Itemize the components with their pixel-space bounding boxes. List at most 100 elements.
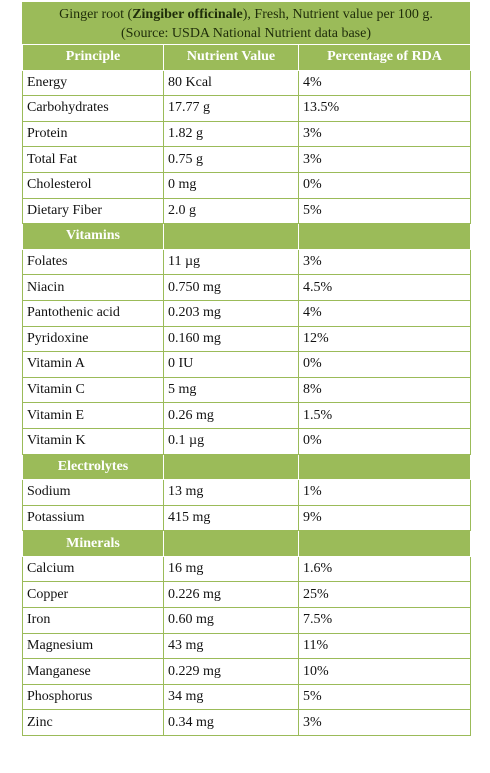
column-header: Nutrient Value <box>163 44 299 71</box>
data-row: Folates 11 µg 3% <box>22 248 471 276</box>
nutrient-name: Potassium <box>22 504 164 532</box>
nutrient-value: 80 Kcal <box>163 69 299 97</box>
nutrient-name: Vitamin C <box>22 376 164 404</box>
nutrient-value: 415 mg <box>163 504 299 532</box>
nutrient-value: 1.82 g <box>163 120 299 148</box>
rda-percent: 1.5% <box>298 402 471 429</box>
nutrient-name: Carbohydrates <box>22 95 164 122</box>
data-row: Vitamin E 0.26 mg 1.5% <box>22 402 471 429</box>
nutrient-name: Pantothenic acid <box>22 299 164 327</box>
rda-percent: 4% <box>298 299 471 327</box>
rda-percent: 25% <box>298 581 471 609</box>
data-row: Pantothenic acid 0.203 mg 4% <box>22 299 471 327</box>
nutrient-value: 34 mg <box>163 683 299 711</box>
data-row: Energy 80 Kcal 4% <box>22 69 471 97</box>
nutrient-value: 43 mg <box>163 632 299 660</box>
data-row: Pyridoxine 0.160 mg 12% <box>22 325 471 353</box>
rda-percent: 3% <box>298 146 471 173</box>
nutrient-value: 11 µg <box>163 248 299 276</box>
rda-percent: 12% <box>298 325 471 353</box>
data-row: Manganese 0.229 mg 10% <box>22 658 471 685</box>
nutrient-name: Magnesium <box>22 632 164 660</box>
rda-percent: 3% <box>298 709 471 737</box>
data-row: Zinc 0.34 mg 3% <box>22 709 471 737</box>
nutrient-name: Phosphorus <box>22 683 164 711</box>
column-header: Principle <box>22 44 164 71</box>
rda-percent: 9% <box>298 504 471 532</box>
nutrient-value: 0.226 mg <box>163 581 299 609</box>
data-row: Sodium 13 mg 1% <box>22 479 471 506</box>
header-row: Principle Nutrient Value Percentage of RDA <box>22 44 471 71</box>
data-row: Cholesterol 0 mg 0% <box>22 171 471 199</box>
rda-percent: 4.5% <box>298 274 471 301</box>
nutrient-panel: Ginger root (Zingiber officinale), Fresh… <box>22 2 471 737</box>
nutrient-value: 0.75 g <box>163 146 299 173</box>
rda-percent: 7.5% <box>298 607 471 634</box>
rda-percent: 5% <box>298 197 471 225</box>
nutrient-name: Cholesterol <box>22 171 164 199</box>
nutrient-value: 13 mg <box>163 479 299 506</box>
nutrient-name: Niacin <box>22 274 164 301</box>
nutrient-name: Sodium <box>22 479 164 506</box>
nutrient-value: 2.0 g <box>163 197 299 225</box>
section-cell <box>298 453 471 481</box>
section-row: Minerals <box>22 530 471 557</box>
data-row: Phosphorus 34 mg 5% <box>22 683 471 711</box>
rda-percent: 1% <box>298 479 471 506</box>
nutrient-name: Dietary Fiber <box>22 197 164 225</box>
section-cell <box>163 453 299 481</box>
nutrient-value: 0.160 mg <box>163 325 299 353</box>
rda-percent: 10% <box>298 658 471 685</box>
nutrient-value: 0.60 mg <box>163 607 299 634</box>
section-row: Vitamins <box>22 223 471 250</box>
rda-percent: 4% <box>298 69 471 97</box>
data-row: Total Fat 0.75 g 3% <box>22 146 471 173</box>
nutrient-name: Vitamin E <box>22 402 164 429</box>
nutrient-name: Iron <box>22 607 164 634</box>
nutrient-name: Energy <box>22 69 164 97</box>
nutrient-value: 0.34 mg <box>163 709 299 737</box>
data-row: Carbohydrates 17.77 g 13.5% <box>22 95 471 122</box>
title-source: (Source: USDA National Nutrient data bas… <box>121 26 371 41</box>
nutrient-name: Calcium <box>22 555 164 583</box>
nutrient-value: 0 IU <box>163 351 299 378</box>
section-cell <box>298 223 471 250</box>
nutrient-value: 0.26 mg <box>163 402 299 429</box>
data-row: Vitamin K 0.1 µg 0% <box>22 427 471 455</box>
section-row: Electrolytes <box>22 453 471 481</box>
data-row: Dietary Fiber 2.0 g 5% <box>22 197 471 225</box>
section-cell <box>163 530 299 557</box>
rda-percent: 5% <box>298 683 471 711</box>
data-row: Niacin 0.750 mg 4.5% <box>22 274 471 301</box>
nutrient-name: Total Fat <box>22 146 164 173</box>
nutrient-value: 17.77 g <box>163 95 299 122</box>
rda-percent: 0% <box>298 171 471 199</box>
data-row: Magnesium 43 mg 11% <box>22 632 471 660</box>
rda-percent: 0% <box>298 351 471 378</box>
data-row: Calcium 16 mg 1.6% <box>22 555 471 583</box>
rda-percent: 3% <box>298 120 471 148</box>
nutrient-name: Vitamin K <box>22 427 164 455</box>
title-text: ), Fresh, Nutrient value per 100 g. <box>242 7 433 22</box>
data-row: Potassium 415 mg 9% <box>22 504 471 532</box>
nutrient-name: Protein <box>22 120 164 148</box>
table-title: Ginger root (Zingiber officinale), Fresh… <box>22 2 470 44</box>
data-row: Protein 1.82 g 3% <box>22 120 471 148</box>
rda-percent: 0% <box>298 427 471 455</box>
data-row: Copper 0.226 mg 25% <box>22 581 471 609</box>
nutrient-name: Vitamin A <box>22 351 164 378</box>
data-row: Iron 0.60 mg 7.5% <box>22 607 471 634</box>
nutrient-name: Manganese <box>22 658 164 685</box>
nutrient-value: 0.203 mg <box>163 299 299 327</box>
nutrient-name: Folates <box>22 248 164 276</box>
title-text: Ginger root ( <box>59 7 133 22</box>
rda-percent: 3% <box>298 248 471 276</box>
nutrient-name: Copper <box>22 581 164 609</box>
nutrient-table: Principle Nutrient Value Percentage of RDA… <box>22 44 471 737</box>
section-name: Electrolytes <box>22 453 164 481</box>
nutrient-name: Zinc <box>22 709 164 737</box>
section-cell <box>163 223 299 250</box>
column-header: Percentage of RDA <box>298 44 471 71</box>
